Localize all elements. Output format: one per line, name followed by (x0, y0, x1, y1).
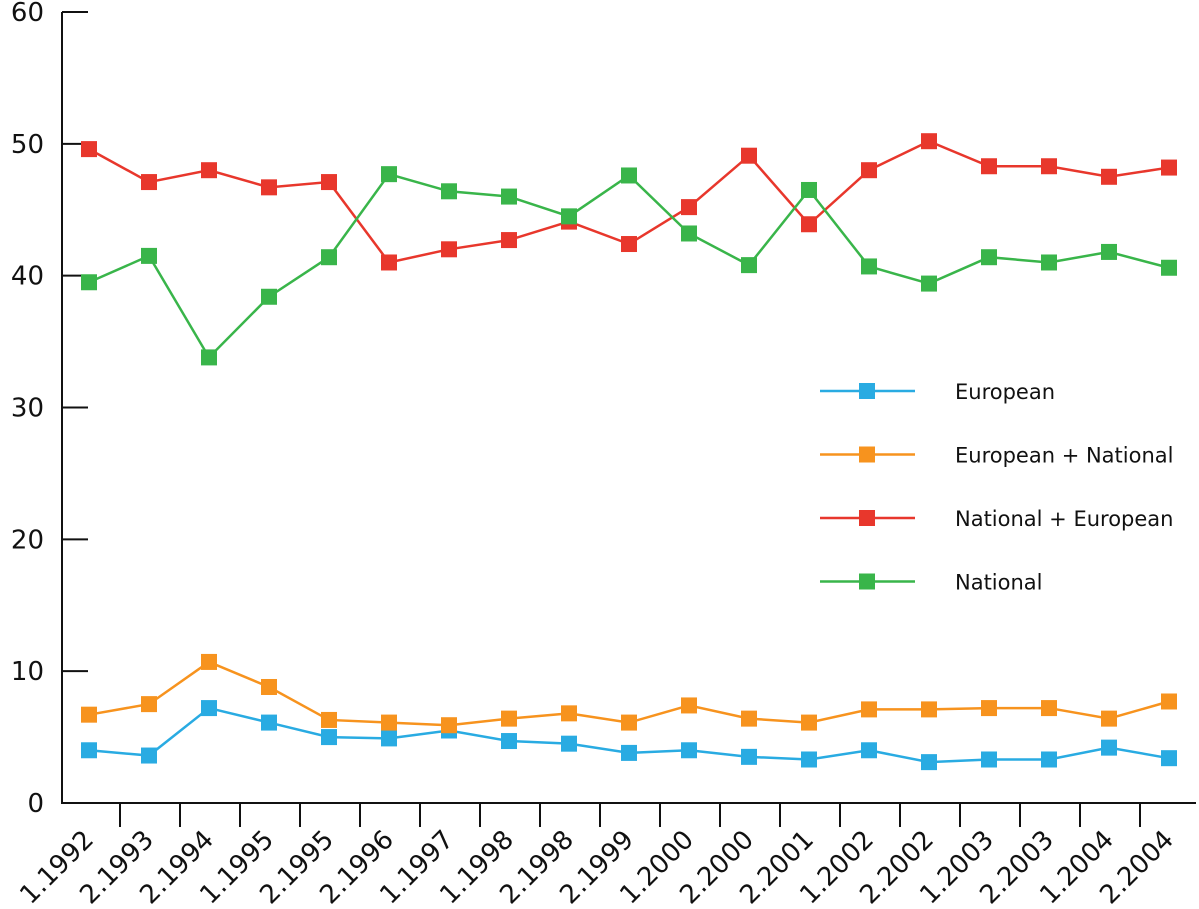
marker (921, 133, 937, 150)
marker (501, 232, 517, 249)
marker (141, 747, 157, 764)
marker (501, 710, 517, 727)
marker (681, 742, 697, 759)
marker (1101, 710, 1117, 727)
marker (261, 288, 277, 305)
marker (441, 241, 457, 258)
marker (81, 706, 97, 723)
marker (681, 199, 697, 216)
marker (801, 751, 817, 768)
line (88, 172, 1170, 360)
marker (621, 167, 637, 184)
marker (141, 696, 157, 713)
marker (1041, 254, 1057, 271)
marker (621, 714, 637, 731)
marker (681, 697, 697, 714)
marker (621, 744, 637, 761)
marker (501, 733, 517, 750)
marker (381, 166, 397, 183)
legend-marker (859, 383, 875, 399)
marker (861, 258, 877, 275)
marker (141, 174, 157, 191)
marker (1161, 693, 1177, 710)
marker (201, 162, 217, 179)
marker (621, 236, 637, 253)
legend-marker (859, 446, 875, 463)
marker (1101, 739, 1117, 756)
marker (1161, 159, 1177, 176)
marker (321, 729, 337, 746)
marker (1101, 243, 1117, 260)
marker (981, 700, 997, 717)
marker (321, 249, 337, 266)
marker (801, 714, 817, 731)
marker (261, 714, 277, 731)
marker (981, 249, 997, 266)
marker (261, 678, 277, 695)
marker (1161, 750, 1177, 767)
marker (501, 188, 517, 205)
marker (981, 158, 997, 175)
marker (561, 735, 577, 752)
marker (921, 754, 937, 771)
marker (201, 653, 217, 670)
marker (861, 701, 877, 718)
marker (381, 730, 397, 747)
marker (741, 147, 757, 164)
marker (1041, 158, 1057, 175)
legend-marker (859, 510, 875, 526)
marker (1161, 259, 1177, 276)
legend-label: European + National (955, 444, 1173, 468)
marker (141, 247, 157, 264)
marker (441, 183, 457, 200)
marker (801, 181, 817, 198)
marker (321, 711, 337, 728)
marker (261, 179, 277, 196)
marker (861, 162, 877, 179)
marker (201, 700, 217, 717)
y-tick-label: 10 (11, 657, 44, 687)
marker (1041, 700, 1057, 717)
legend-marker (859, 573, 875, 590)
marker (81, 742, 97, 759)
marker (561, 705, 577, 722)
marker (381, 714, 397, 731)
y-tick-label: 50 (11, 130, 44, 160)
marker (681, 225, 697, 242)
marker (741, 748, 757, 765)
y-tick-label: 20 (11, 525, 44, 555)
y-tick-label: 0 (27, 789, 44, 819)
marker (981, 751, 997, 768)
legend-label: European (955, 380, 1055, 404)
marker (861, 742, 877, 759)
marker (81, 274, 97, 291)
marker (801, 216, 817, 233)
legend-label: National + European (955, 507, 1173, 531)
y-tick-label: 40 (11, 262, 44, 292)
marker (921, 275, 937, 292)
marker (741, 710, 757, 727)
legend-label: National (955, 571, 1043, 595)
marker (201, 349, 217, 366)
y-tick-label: 30 (11, 394, 44, 424)
marker (561, 208, 577, 225)
marker (441, 717, 457, 734)
y-tick-label: 60 (11, 0, 44, 28)
marker (381, 254, 397, 271)
marker (921, 701, 937, 718)
marker (1041, 751, 1057, 768)
marker (321, 174, 337, 191)
marker (741, 257, 757, 274)
marker (81, 141, 97, 158)
marker (1101, 168, 1117, 185)
